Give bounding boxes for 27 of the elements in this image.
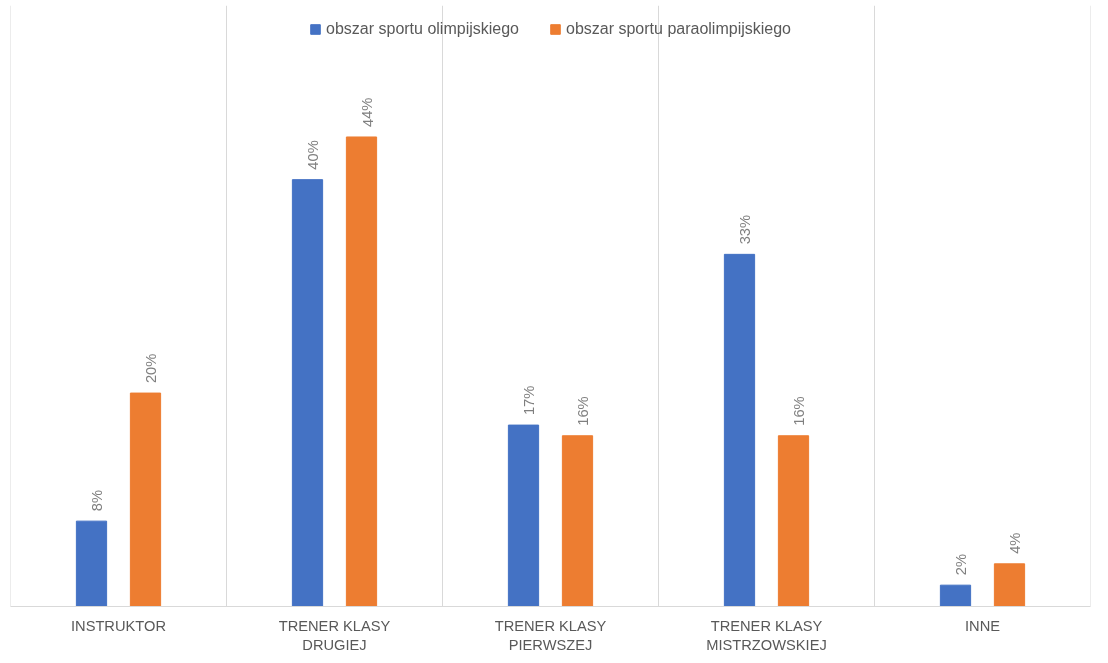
bar bbox=[345, 136, 378, 607]
data-label: 17% bbox=[521, 385, 538, 416]
x-tick-label: TRENER KLASY DRUGIEJ bbox=[278, 617, 391, 653]
bar bbox=[75, 520, 108, 607]
data-label: 44% bbox=[359, 97, 376, 127]
bar bbox=[993, 563, 1026, 607]
legend-label: obszar sportu paraolimpijskiego bbox=[565, 20, 791, 38]
data-label: 8% bbox=[89, 489, 106, 512]
bar bbox=[939, 584, 972, 607]
data-label: 16% bbox=[575, 396, 592, 426]
bar bbox=[723, 253, 756, 607]
data-label: 4% bbox=[1007, 532, 1024, 554]
bar bbox=[291, 179, 324, 607]
bar bbox=[129, 392, 162, 607]
x-tick-label: TRENER KLASY PIERWSZEJ bbox=[494, 617, 607, 653]
legend-label: obszar sportu olimpijskiego bbox=[326, 20, 519, 38]
bar bbox=[561, 435, 594, 607]
x-tick-label: INNE bbox=[964, 617, 1001, 634]
data-label: 16% bbox=[791, 396, 808, 426]
data-label: 2% bbox=[953, 553, 970, 576]
x-tick-label: INSTRUKTOR bbox=[71, 617, 167, 634]
data-label: 40% bbox=[305, 140, 322, 170]
data-label: 33% bbox=[737, 215, 754, 245]
bar bbox=[507, 424, 540, 607]
data-label: 20% bbox=[143, 353, 160, 384]
x-tick-label: TRENER KLASY MISTRZOWSKIEJ bbox=[706, 617, 827, 653]
bar bbox=[777, 435, 810, 607]
